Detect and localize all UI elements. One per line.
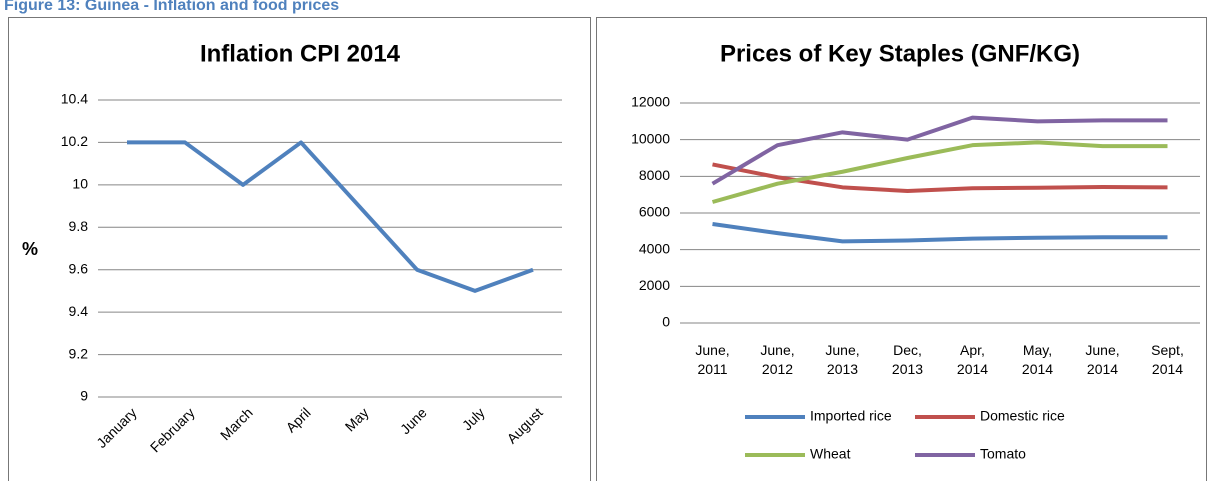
- x-tick-label: July: [459, 404, 488, 433]
- y-tick-label: 10000: [631, 130, 670, 146]
- line: [711, 140, 1168, 204]
- panel: [8, 17, 591, 481]
- x-tick-label: Sept, 2014: [1151, 342, 1184, 377]
- line: [712, 162, 1168, 193]
- legend-label: Imported rice: [810, 408, 892, 424]
- x-tick-label: Dec, 2013: [892, 342, 923, 377]
- y-tick-label: 10.2: [61, 133, 88, 149]
- y-tick-label: 9: [80, 388, 88, 404]
- line: [127, 140, 534, 293]
- y-tick-label: 10: [72, 176, 88, 192]
- chart-title: Inflation CPI 2014: [200, 40, 401, 67]
- x-tick-label: Apr, 2014: [957, 342, 988, 377]
- y-tick-label: 8000: [639, 167, 670, 183]
- legend-label: Tomato: [980, 446, 1026, 462]
- y-tick-label: 10.4: [61, 91, 88, 107]
- x-tick-label: June, 2012: [760, 342, 794, 377]
- y-tick-label: 9.8: [69, 218, 89, 234]
- line: [712, 222, 1168, 244]
- panel: [596, 17, 1207, 481]
- x-tick-label: May: [342, 404, 372, 434]
- x-tick-label: February: [147, 404, 198, 455]
- line: [711, 115, 1168, 186]
- y-tick-label: 6000: [639, 204, 670, 220]
- y-tick-label: 9.6: [69, 260, 89, 276]
- x-tick-label: March: [217, 404, 256, 443]
- x-tick-label: May, 2014: [1022, 342, 1053, 377]
- legend-label: Domestic rice: [980, 408, 1065, 424]
- x-tick-label: June, 2014: [1085, 342, 1119, 377]
- y-axis-label: %: [22, 239, 38, 259]
- x-tick-label: June, 2011: [695, 342, 729, 377]
- y-tick-label: 0: [662, 314, 670, 330]
- x-tick-label: June: [397, 404, 430, 437]
- x-tick-label: January: [93, 404, 140, 451]
- x-tick-label: April: [283, 404, 314, 435]
- x-tick-label: June, 2013: [825, 342, 859, 377]
- y-tick-label: 12000: [631, 94, 670, 110]
- y-tick-label: 9.2: [69, 345, 89, 361]
- y-tick-label: 4000: [639, 240, 670, 256]
- x-tick-label: August: [504, 404, 546, 446]
- y-tick-label: 2000: [639, 277, 670, 293]
- legend-label: Wheat: [810, 446, 851, 462]
- caption: Figure 13: Guinea - Inflation and food p…: [4, 0, 339, 14]
- chart-title: Prices of Key Staples (GNF/KG): [720, 40, 1080, 67]
- y-tick-label: 9.4: [69, 303, 89, 319]
